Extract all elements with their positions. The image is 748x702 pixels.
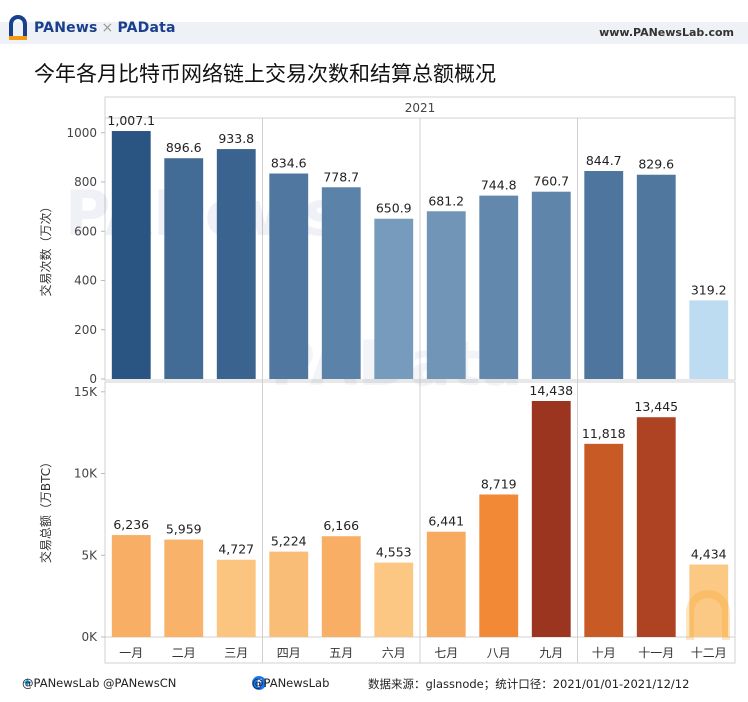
bar-tx-count — [531, 191, 571, 379]
facebook-text: @PANewsLab — [252, 676, 330, 690]
x-tick-label: 六月 — [382, 646, 406, 660]
page-title: 今年各月比特币网络链上交易次数和结算总额概况 — [34, 62, 496, 86]
site-url[interactable]: www.PANewsLab.com — [599, 26, 734, 39]
data-label: 681.2 — [428, 193, 464, 208]
bar-tx-total — [636, 417, 676, 637]
y-tick-label: 10K — [74, 467, 98, 481]
bar-tx-total — [269, 551, 309, 637]
data-label: 829.6 — [638, 157, 674, 172]
data-label: 6,166 — [323, 518, 359, 533]
bar-tx-total — [216, 559, 256, 637]
x-tick-label: 九月 — [539, 646, 563, 660]
twitter-text: @PANewsLab @PANewsCN — [22, 676, 177, 690]
bar-tx-count — [426, 211, 466, 379]
data-label: 760.7 — [533, 174, 569, 189]
data-label: 4,727 — [218, 542, 254, 557]
twitter-icon: ✦ — [22, 676, 33, 691]
x-tick-label: 二月 — [172, 646, 196, 660]
data-label: 5,959 — [166, 522, 202, 537]
x-tick-label: 三月 — [224, 646, 248, 660]
x-tick-label: 五月 — [329, 646, 353, 660]
brand-logo: PANews × PAData — [8, 14, 176, 42]
data-label: 14,438 — [529, 383, 573, 398]
brand-panews: PANews — [34, 20, 98, 36]
y-axis-label: 交易次数（万次） — [38, 200, 53, 296]
panews-logo-icon — [9, 15, 27, 40]
bar-tx-count — [321, 187, 361, 379]
data-label: 778.7 — [323, 169, 359, 184]
data-label: 13,445 — [634, 399, 678, 414]
data-label: 8,719 — [481, 476, 517, 491]
bar-tx-count — [374, 218, 414, 379]
data-label: 933.8 — [218, 131, 254, 146]
x-tick-label: 七月 — [434, 646, 458, 660]
bar-tx-count — [584, 171, 624, 379]
x-tick-label: 十一月 — [638, 646, 674, 660]
y-tick-label: 0K — [81, 630, 98, 644]
x-tick-label: 一月 — [119, 646, 143, 660]
bar-tx-count — [636, 174, 676, 379]
data-label: 11,818 — [582, 426, 626, 441]
y-tick-label: 600 — [74, 224, 97, 238]
bar-tx-total — [531, 400, 571, 637]
y-tick-label: 1000 — [66, 126, 97, 140]
bar-tx-total — [164, 539, 204, 637]
data-label: 844.7 — [586, 153, 622, 168]
data-label: 744.8 — [481, 178, 517, 193]
bar-tx-total — [426, 531, 466, 637]
data-label: 834.6 — [271, 155, 307, 170]
y-tick-label: 15K — [74, 385, 98, 399]
bar-tx-total — [321, 536, 361, 637]
bar-tx-count — [689, 300, 729, 379]
bar-tx-count — [269, 173, 309, 379]
x-tick-label: 八月 — [487, 646, 511, 660]
bar-tx-total — [374, 562, 414, 637]
column-header-label: 2021 — [405, 101, 436, 115]
bar-tx-total — [111, 535, 151, 637]
data-label: 896.6 — [166, 140, 202, 155]
bar-tx-count — [216, 149, 256, 379]
y-tick-label: 0 — [89, 372, 97, 386]
bar-tx-total — [689, 564, 729, 637]
data-label: 1,007.1 — [107, 113, 155, 128]
bar-tx-count — [479, 195, 519, 379]
y-tick-label: 5K — [81, 548, 98, 562]
footer: ✦ @PANewsLab @PANewsCN f @PANewsLab 数据来源：g… — [0, 676, 748, 694]
bar-tx-total — [584, 443, 624, 637]
data-label: 319.2 — [691, 282, 727, 297]
brand-padata: PAData — [117, 20, 176, 36]
corner-logo-icon — [686, 590, 730, 640]
chart-area: 2021PANewsPAData02004006008001000交易次数（万次… — [38, 96, 736, 664]
data-label: 4,434 — [691, 547, 727, 562]
y-axis-label: 交易总额（万BTC） — [38, 456, 53, 563]
bar-tx-count — [111, 131, 151, 379]
x-tick-label: 十二月 — [691, 646, 727, 660]
y-tick-label: 400 — [74, 274, 97, 288]
data-label: 4,553 — [376, 545, 412, 560]
data-source: 数据来源：glassnode；统计口径：2021/01/01-2021/12/1… — [368, 677, 690, 691]
brand-separator: × — [101, 20, 114, 36]
brand-text: PANews × PAData — [34, 20, 176, 36]
y-tick-label: 200 — [74, 323, 97, 337]
data-label: 5,224 — [271, 534, 307, 549]
bar-tx-count — [164, 158, 204, 379]
header-bar — [0, 22, 748, 44]
bar-tx-total — [479, 494, 519, 637]
y-tick-label: 800 — [74, 175, 97, 189]
facebook-icon: f — [252, 676, 266, 690]
x-tick-label: 四月 — [277, 646, 301, 660]
data-label: 650.9 — [376, 201, 412, 216]
data-label: 6,236 — [113, 517, 149, 532]
x-tick-label: 十月 — [592, 646, 616, 660]
data-label: 6,441 — [428, 514, 464, 529]
